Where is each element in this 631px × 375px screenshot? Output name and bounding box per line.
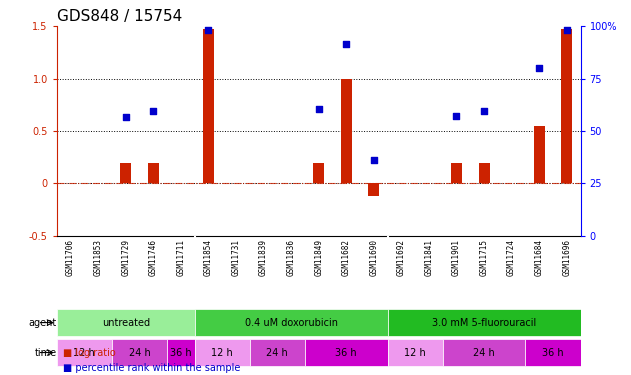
Text: GSM11684: GSM11684 <box>534 239 544 276</box>
Text: GSM11839: GSM11839 <box>259 239 268 276</box>
Text: GSM11711: GSM11711 <box>176 239 186 276</box>
Point <box>341 41 351 47</box>
Text: 24 h: 24 h <box>473 348 495 357</box>
Text: 12 h: 12 h <box>211 348 233 357</box>
Text: GSM11692: GSM11692 <box>397 239 406 276</box>
Point <box>203 27 213 33</box>
Text: 12 h: 12 h <box>73 348 95 357</box>
Text: 36 h: 36 h <box>542 348 563 357</box>
Point <box>479 108 489 114</box>
Text: GSM11724: GSM11724 <box>507 239 516 276</box>
Text: GSM11690: GSM11690 <box>369 239 378 276</box>
Point <box>369 158 379 164</box>
Bar <box>478 164 490 183</box>
Bar <box>369 183 379 196</box>
Text: GSM11854: GSM11854 <box>204 239 213 276</box>
Point <box>121 114 131 120</box>
Text: GSM11853: GSM11853 <box>93 239 103 276</box>
FancyBboxPatch shape <box>526 339 581 366</box>
Text: 3.0 mM 5-fluorouracil: 3.0 mM 5-fluorouracil <box>432 318 536 328</box>
Bar <box>148 164 159 183</box>
Bar <box>203 29 214 183</box>
Text: GSM11901: GSM11901 <box>452 239 461 276</box>
Text: GSM11682: GSM11682 <box>342 239 351 276</box>
Text: 0.4 uM doxorubicin: 0.4 uM doxorubicin <box>245 318 338 328</box>
Point <box>562 27 572 33</box>
FancyBboxPatch shape <box>443 339 526 366</box>
Text: time: time <box>35 348 57 357</box>
FancyBboxPatch shape <box>387 309 581 336</box>
Text: GSM11849: GSM11849 <box>314 239 323 276</box>
Bar <box>341 79 351 183</box>
Text: GSM11731: GSM11731 <box>232 239 240 276</box>
FancyBboxPatch shape <box>194 339 250 366</box>
Point <box>314 106 324 112</box>
Text: 24 h: 24 h <box>129 348 150 357</box>
Text: 36 h: 36 h <box>336 348 357 357</box>
Text: 36 h: 36 h <box>170 348 192 357</box>
Text: GSM11729: GSM11729 <box>121 239 130 276</box>
FancyBboxPatch shape <box>305 339 387 366</box>
Text: GSM11836: GSM11836 <box>286 239 295 276</box>
Text: GSM11715: GSM11715 <box>480 239 488 276</box>
Bar <box>561 29 572 183</box>
Text: 24 h: 24 h <box>266 348 288 357</box>
FancyBboxPatch shape <box>167 339 194 366</box>
Text: GSM11841: GSM11841 <box>425 239 433 276</box>
Bar <box>120 164 131 183</box>
FancyBboxPatch shape <box>387 339 443 366</box>
FancyBboxPatch shape <box>57 339 112 366</box>
FancyBboxPatch shape <box>57 309 194 336</box>
Text: 12 h: 12 h <box>404 348 426 357</box>
Text: agent: agent <box>28 318 57 328</box>
Text: untreated: untreated <box>102 318 150 328</box>
Text: ■ log ratio: ■ log ratio <box>63 348 116 358</box>
FancyBboxPatch shape <box>112 339 167 366</box>
Text: GSM11696: GSM11696 <box>562 239 571 276</box>
Text: GSM11706: GSM11706 <box>66 239 75 276</box>
Bar <box>313 164 324 183</box>
FancyBboxPatch shape <box>250 339 305 366</box>
FancyBboxPatch shape <box>194 309 387 336</box>
Point <box>451 113 461 119</box>
Bar <box>534 126 545 183</box>
Text: ■ percentile rank within the sample: ■ percentile rank within the sample <box>63 363 240 373</box>
Bar <box>451 164 462 183</box>
Point <box>148 108 158 114</box>
Text: GDS848 / 15754: GDS848 / 15754 <box>57 9 182 24</box>
Text: GSM11746: GSM11746 <box>149 239 158 276</box>
Point <box>534 65 544 71</box>
